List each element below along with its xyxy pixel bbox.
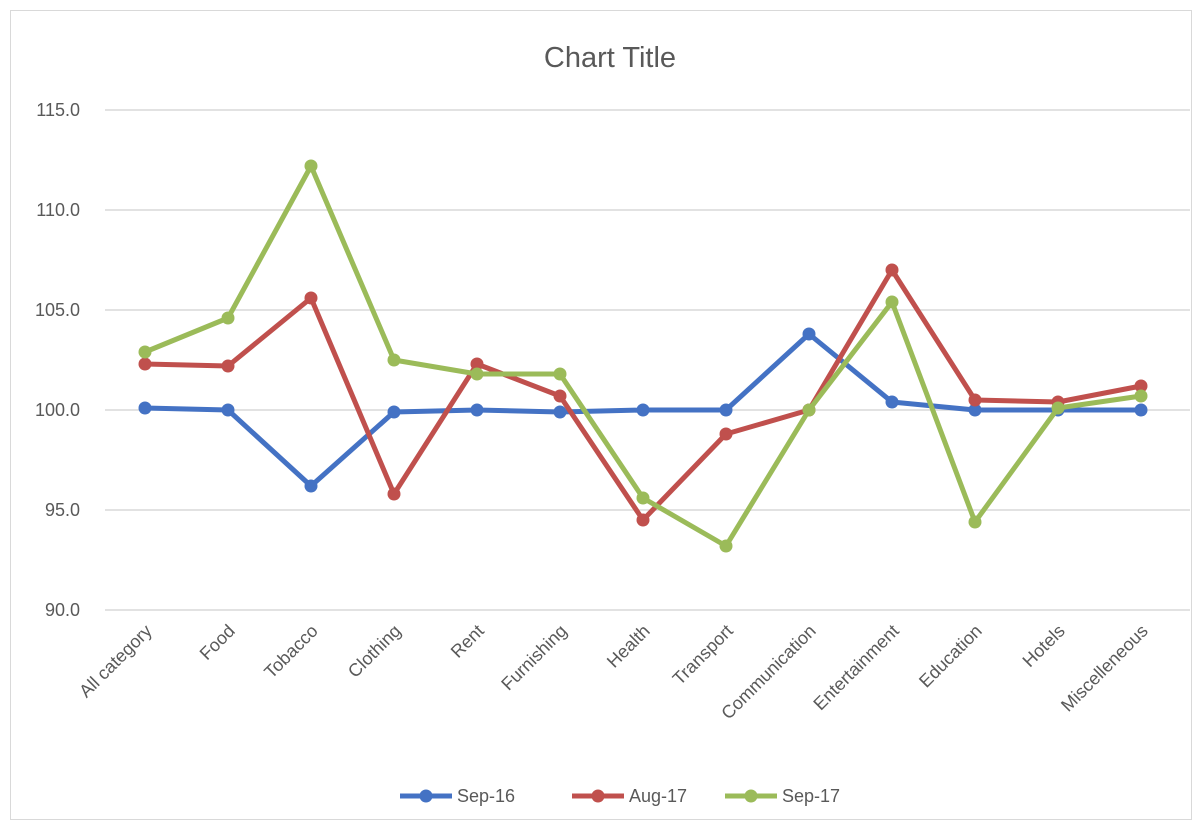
data-point: [387, 487, 401, 501]
data-point: [968, 403, 982, 417]
y-tick-label: 90.0: [45, 600, 80, 620]
data-point: [470, 357, 484, 371]
data-point: [968, 515, 982, 529]
legend-label: Aug-17: [629, 786, 687, 806]
data-point: [636, 513, 650, 527]
chart-title: Chart Title: [544, 42, 676, 74]
series-line: [142, 267, 1144, 523]
legend-label: Sep-17: [782, 786, 840, 806]
legend-swatch-marker: [744, 789, 758, 803]
data-point: [387, 353, 401, 367]
x-tick-label: Health: [603, 621, 654, 672]
data-point: [304, 159, 318, 173]
data-point: [304, 479, 318, 493]
legend-label: Sep-16: [457, 786, 515, 806]
series-lines: [138, 159, 1148, 553]
y-tick-label: 105.0: [35, 300, 80, 320]
x-tick-label: Tobacco: [260, 621, 322, 683]
y-tick-label: 100.0: [35, 400, 80, 420]
y-axis-tick-labels: 90.0 95.0 100.0 105.0 110.0 115.0: [35, 100, 80, 620]
data-point: [968, 393, 982, 407]
x-tick-label: Miscelleneous: [1057, 621, 1152, 716]
x-tick-label: Furnishing: [497, 621, 571, 695]
x-tick-label: Hotels: [1019, 621, 1069, 671]
x-tick-label: Rent: [447, 621, 488, 662]
data-point: [553, 389, 567, 403]
x-axis-tick-labels: All category Food Tobacco Clothing Rent Furni…: [75, 621, 1152, 724]
data-point: [138, 345, 152, 359]
data-point: [470, 367, 484, 381]
data-point: [1134, 379, 1148, 393]
data-point: [553, 367, 567, 381]
series-sep-16: [138, 327, 1148, 493]
data-point: [636, 403, 650, 417]
x-tick-label: Education: [915, 621, 986, 692]
y-tick-label: 115.0: [36, 100, 80, 120]
data-point: [387, 405, 401, 419]
data-point: [553, 405, 567, 419]
series-line: [142, 163, 1144, 549]
data-point: [719, 427, 733, 441]
legend-swatch-marker: [591, 789, 605, 803]
legend-item: Aug-17: [572, 786, 687, 806]
legend-item: Sep-17: [725, 786, 840, 806]
data-point: [636, 491, 650, 505]
y-tick-label: 110.0: [36, 200, 80, 220]
data-point: [885, 263, 899, 277]
x-tick-label: Clothing: [344, 621, 405, 682]
data-point: [1051, 401, 1065, 415]
legend: Sep-16 Aug-17 Sep-17: [400, 786, 840, 806]
data-point: [802, 327, 816, 341]
legend-swatch-marker: [419, 789, 433, 803]
data-point: [138, 401, 152, 415]
x-tick-label: Transport: [669, 621, 737, 689]
x-tick-label: Food: [196, 621, 239, 664]
x-tick-label: All category: [75, 621, 156, 702]
data-point: [221, 359, 235, 373]
data-point: [719, 539, 733, 553]
data-point: [1134, 389, 1148, 403]
series-sep-17: [138, 159, 1148, 553]
data-point: [802, 403, 816, 417]
data-point: [885, 295, 899, 309]
y-tick-label: 95.0: [45, 500, 80, 520]
data-point: [1134, 403, 1148, 417]
data-point: [470, 403, 484, 417]
data-point: [304, 291, 318, 305]
chart-frame: [10, 10, 1192, 820]
series-aug-17: [138, 263, 1148, 527]
data-point: [221, 311, 235, 325]
data-point: [885, 395, 899, 409]
data-point: [138, 357, 152, 371]
data-point: [221, 403, 235, 417]
legend-item: Sep-16: [400, 786, 515, 806]
data-point: [719, 403, 733, 417]
x-tick-label: Entertainment: [809, 621, 902, 714]
gridlines: [105, 109, 1190, 611]
